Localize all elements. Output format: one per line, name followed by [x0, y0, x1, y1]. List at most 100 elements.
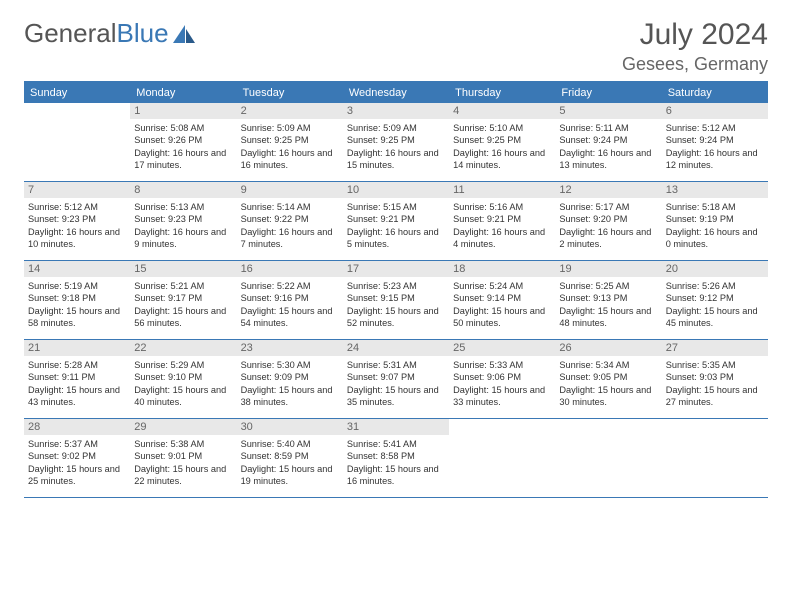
day-number: 7 [24, 182, 130, 198]
day-details: Sunrise: 5:13 AMSunset: 9:23 PMDaylight:… [134, 201, 232, 251]
day-number: 10 [343, 182, 449, 198]
weekday-header: Thursday [449, 83, 555, 103]
day-cell: 5 Sunrise: 5:11 AMSunset: 9:24 PMDaylight… [555, 103, 661, 181]
day-cell: 21 Sunrise: 5:28 AMSunset: 9:11 PMDayligh… [24, 340, 130, 418]
day-details: Sunrise: 5:28 AMSunset: 9:11 PMDaylight:… [28, 359, 126, 409]
weeks-container: 1Sunrise: 5:08 AMSunset: 9:26 PMDaylight… [24, 103, 768, 498]
day-number: 29 [130, 419, 236, 435]
day-details: Sunrise: 5:41 AMSunset: 8:58 PMDaylight:… [347, 438, 445, 488]
day-details: Sunrise: 5:37 AMSunset: 9:02 PMDaylight:… [28, 438, 126, 488]
day-cell: 24Sunrise: 5:31 AMSunset: 9:07 PMDayligh… [343, 340, 449, 418]
day-details: Sunrise: 5:38 AMSunset: 9:01 PMDaylight:… [134, 438, 232, 488]
day-number: 17 [343, 261, 449, 277]
month-title: July 2024 [622, 18, 768, 52]
day-number: 28 [24, 419, 130, 435]
day-cell [24, 103, 130, 181]
day-cell: 28 Sunrise: 5:37 AMSunset: 9:02 PMDayligh… [24, 419, 130, 497]
day-cell: 1Sunrise: 5:08 AMSunset: 9:26 PMDaylight… [130, 103, 236, 181]
day-cell [555, 419, 661, 497]
day-cell: 9Sunrise: 5:14 AMSunset: 9:22 PMDaylight… [237, 182, 343, 260]
day-details: Sunrise: 5:11 AMSunset: 9:24 PMDaylight:… [559, 122, 657, 172]
weekday-header: Saturday [662, 83, 768, 103]
day-cell: 4 Sunrise: 5:10 AMSunset: 9:25 PMDaylight… [449, 103, 555, 181]
location: Gesees, Germany [622, 54, 768, 75]
day-number: 21 [24, 340, 130, 356]
day-number: 5 [555, 103, 661, 119]
day-details: Sunrise: 5:09 AMSunset: 9:25 PMDaylight:… [241, 122, 339, 172]
day-cell: 8 Sunrise: 5:13 AMSunset: 9:23 PMDaylight… [130, 182, 236, 260]
week-row: 14Sunrise: 5:19 AMSunset: 9:18 PMDayligh… [24, 261, 768, 340]
day-cell: 31 Sunrise: 5:41 AMSunset: 8:58 PMDayligh… [343, 419, 449, 497]
day-details: Sunrise: 5:10 AMSunset: 9:25 PMDaylight:… [453, 122, 551, 172]
day-cell: 18 Sunrise: 5:24 AMSunset: 9:14 PMDayligh… [449, 261, 555, 339]
week-row: 21 Sunrise: 5:28 AMSunset: 9:11 PMDayligh… [24, 340, 768, 419]
day-number: 1 [130, 103, 236, 119]
day-details: Sunrise: 5:12 AMSunset: 9:24 PMDaylight:… [666, 122, 764, 172]
day-details: Sunrise: 5:23 AMSunset: 9:15 PMDaylight:… [347, 280, 445, 330]
weekday-header: Sunday [24, 83, 130, 103]
day-number: 25 [449, 340, 555, 356]
day-cell: 6Sunrise: 5:12 AMSunset: 9:24 PMDaylight… [662, 103, 768, 181]
day-details: Sunrise: 5:26 AMSunset: 9:12 PMDaylight:… [666, 280, 764, 330]
day-cell: 12 Sunrise: 5:17 AMSunset: 9:20 PMDayligh… [555, 182, 661, 260]
logo-text-2: Blue [117, 18, 169, 49]
day-details: Sunrise: 5:25 AMSunset: 9:13 PMDaylight:… [559, 280, 657, 330]
day-number: 20 [662, 261, 768, 277]
day-details: Sunrise: 5:09 AMSunset: 9:25 PMDaylight:… [347, 122, 445, 172]
day-number: 19 [555, 261, 661, 277]
day-cell: 3 Sunrise: 5:09 AMSunset: 9:25 PMDaylight… [343, 103, 449, 181]
day-number: 15 [130, 261, 236, 277]
day-cell: 17 Sunrise: 5:23 AMSunset: 9:15 PMDayligh… [343, 261, 449, 339]
weekday-header: Friday [555, 83, 661, 103]
day-number: 12 [555, 182, 661, 198]
day-cell: 13Sunrise: 5:18 AMSunset: 9:19 PMDayligh… [662, 182, 768, 260]
day-cell: 7 Sunrise: 5:12 AMSunset: 9:23 PMDaylight… [24, 182, 130, 260]
day-cell: 30 Sunrise: 5:40 AMSunset: 8:59 PMDayligh… [237, 419, 343, 497]
title-block: July 2024 Gesees, Germany [622, 18, 768, 75]
day-details: Sunrise: 5:33 AMSunset: 9:06 PMDaylight:… [453, 359, 551, 409]
day-details: Sunrise: 5:12 AMSunset: 9:23 PMDaylight:… [28, 201, 126, 251]
day-details: Sunrise: 5:14 AMSunset: 9:22 PMDaylight:… [241, 201, 339, 251]
day-details: Sunrise: 5:40 AMSunset: 8:59 PMDaylight:… [241, 438, 339, 488]
weekday-header: Wednesday [343, 83, 449, 103]
day-cell: 22Sunrise: 5:29 AMSunset: 9:10 PMDayligh… [130, 340, 236, 418]
day-details: Sunrise: 5:18 AMSunset: 9:19 PMDaylight:… [666, 201, 764, 251]
day-number: 30 [237, 419, 343, 435]
day-cell: 2 Sunrise: 5:09 AMSunset: 9:25 PMDaylight… [237, 103, 343, 181]
day-number: 23 [237, 340, 343, 356]
day-number: 24 [343, 340, 449, 356]
day-cell: 16 Sunrise: 5:22 AMSunset: 9:16 PMDayligh… [237, 261, 343, 339]
day-cell: 10Sunrise: 5:15 AMSunset: 9:21 PMDayligh… [343, 182, 449, 260]
day-number: 2 [237, 103, 343, 119]
day-cell [662, 419, 768, 497]
day-number: 8 [130, 182, 236, 198]
day-details: Sunrise: 5:16 AMSunset: 9:21 PMDaylight:… [453, 201, 551, 251]
day-number: 31 [343, 419, 449, 435]
day-details: Sunrise: 5:19 AMSunset: 9:18 PMDaylight:… [28, 280, 126, 330]
week-row: 28 Sunrise: 5:37 AMSunset: 9:02 PMDayligh… [24, 419, 768, 498]
day-cell: 23 Sunrise: 5:30 AMSunset: 9:09 PMDayligh… [237, 340, 343, 418]
weekday-header: Monday [130, 83, 236, 103]
day-details: Sunrise: 5:24 AMSunset: 9:14 PMDaylight:… [453, 280, 551, 330]
header: GeneralBlue July 2024 Gesees, Germany [24, 18, 768, 75]
day-number: 4 [449, 103, 555, 119]
logo-sail-icon [171, 23, 197, 45]
logo: GeneralBlue [24, 18, 197, 49]
day-number: 18 [449, 261, 555, 277]
day-details: Sunrise: 5:22 AMSunset: 9:16 PMDaylight:… [241, 280, 339, 330]
day-cell [449, 419, 555, 497]
day-details: Sunrise: 5:21 AMSunset: 9:17 PMDaylight:… [134, 280, 232, 330]
weekday-header-row: Sunday Monday Tuesday Wednesday Thursday… [24, 83, 768, 103]
day-details: Sunrise: 5:35 AMSunset: 9:03 PMDaylight:… [666, 359, 764, 409]
day-details: Sunrise: 5:17 AMSunset: 9:20 PMDaylight:… [559, 201, 657, 251]
day-cell: 11Sunrise: 5:16 AMSunset: 9:21 PMDayligh… [449, 182, 555, 260]
day-details: Sunrise: 5:30 AMSunset: 9:09 PMDaylight:… [241, 359, 339, 409]
calendar: Sunday Monday Tuesday Wednesday Thursday… [24, 81, 768, 498]
day-cell: 29 Sunrise: 5:38 AMSunset: 9:01 PMDayligh… [130, 419, 236, 497]
day-cell: 27Sunrise: 5:35 AMSunset: 9:03 PMDayligh… [662, 340, 768, 418]
logo-text-1: General [24, 18, 117, 49]
day-number: 16 [237, 261, 343, 277]
day-cell: 15 Sunrise: 5:21 AMSunset: 9:17 PMDayligh… [130, 261, 236, 339]
day-number: 3 [343, 103, 449, 119]
day-cell: 26Sunrise: 5:34 AMSunset: 9:05 PMDayligh… [555, 340, 661, 418]
